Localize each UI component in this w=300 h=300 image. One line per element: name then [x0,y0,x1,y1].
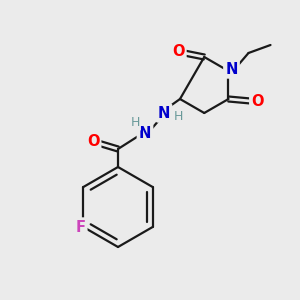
Text: N: N [158,106,170,121]
Text: O: O [87,134,99,148]
Text: O: O [172,44,184,59]
Text: N: N [225,61,238,76]
Text: H: H [173,110,183,124]
Text: N: N [139,125,151,140]
Text: F: F [75,220,85,235]
Text: H: H [130,116,140,130]
Text: O: O [251,94,264,109]
